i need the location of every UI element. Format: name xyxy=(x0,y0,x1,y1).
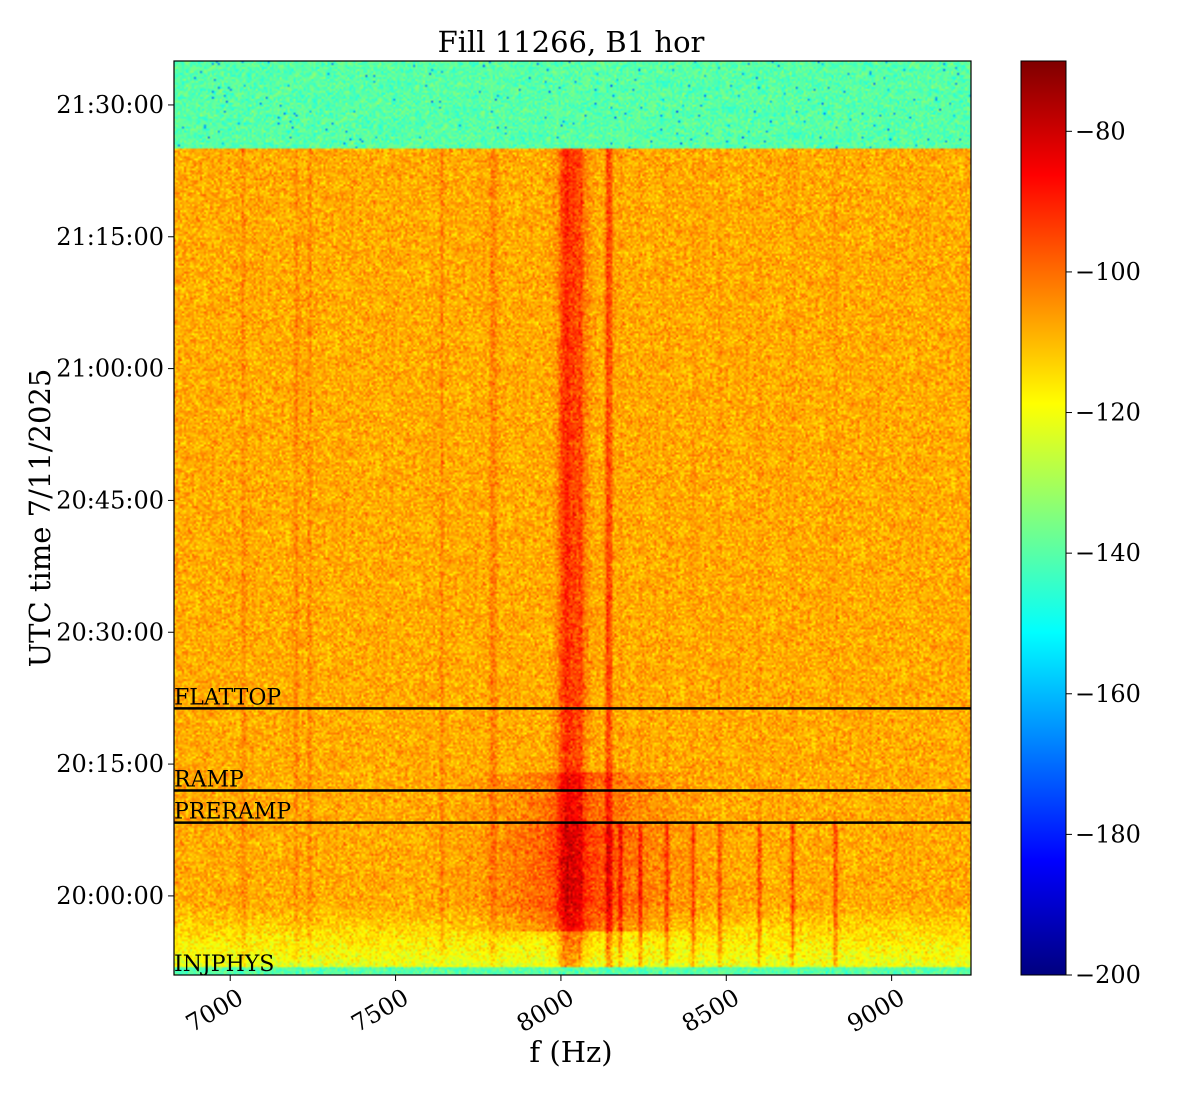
colorbar-tick-label: −80 xyxy=(1075,117,1126,145)
y-axis: 20:00:00 20:15:00 20:30:00 20:45:00 21:00:00… xyxy=(56,91,174,910)
colorbar-tick-label: −200 xyxy=(1075,961,1141,989)
event-label-injphys: INJPHYS xyxy=(174,952,274,977)
x-tick-label: 8000 xyxy=(512,983,579,1038)
x-axis-label: f (Hz) xyxy=(529,1035,612,1069)
y-tick-label: 20:45:00 xyxy=(56,486,164,514)
x-tick-label: 8500 xyxy=(677,983,744,1038)
colorbar: −80 −100 −120 −140 −160 −180 −200 xyxy=(1020,60,1141,989)
colorbar-tick-label: −140 xyxy=(1075,539,1141,567)
x-tick-label: 7500 xyxy=(346,983,413,1038)
y-tick-label: 21:30:00 xyxy=(56,91,164,119)
chart-title: Fill 11266, B1 hor xyxy=(438,25,705,59)
y-tick-label: 20:00:00 xyxy=(56,882,164,910)
plot-frame xyxy=(173,60,972,976)
y-tick-label: 21:00:00 xyxy=(56,355,164,383)
x-axis: 7000 7500 8000 8500 9000 xyxy=(181,975,909,1038)
x-tick-label: 9000 xyxy=(843,983,910,1038)
plot-area: FLATTOP RAMP PRERAMP INJPHYS xyxy=(173,60,972,977)
colorbar-tick-label: −120 xyxy=(1075,399,1141,427)
event-label-ramp: RAMP xyxy=(174,767,244,792)
event-markers: FLATTOP RAMP PRERAMP INJPHYS xyxy=(174,685,971,977)
y-tick-label: 21:15:00 xyxy=(56,223,164,251)
colorbar-gradient xyxy=(1020,60,1067,976)
y-tick-label: 20:15:00 xyxy=(56,750,164,778)
event-label-preramp: PRERAMP xyxy=(174,800,291,825)
event-label-flattop: FLATTOP xyxy=(174,685,281,710)
colorbar-tick-label: −160 xyxy=(1075,680,1141,708)
colorbar-tick-label: −180 xyxy=(1075,820,1141,848)
spectrogram-heatmap xyxy=(174,61,971,975)
colorbar-ticks: −80 −100 −120 −140 −160 −180 −200 xyxy=(1066,117,1141,989)
y-axis-label: UTC time 7/11/2025 xyxy=(23,369,57,668)
y-tick-label: 20:30:00 xyxy=(56,618,164,646)
x-tick-label: 7000 xyxy=(181,983,248,1038)
colorbar-tick-label: −100 xyxy=(1075,258,1141,286)
